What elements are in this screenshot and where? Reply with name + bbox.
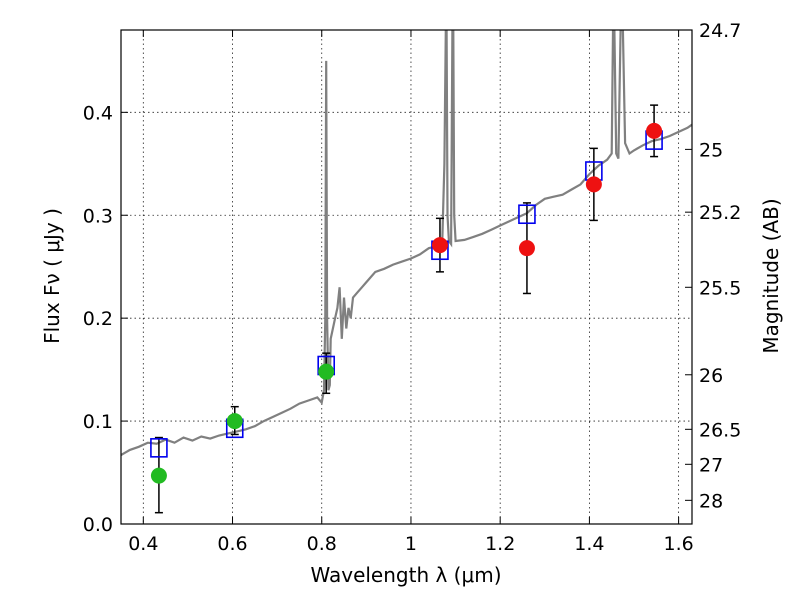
x-tick-label: 0.6 bbox=[217, 533, 247, 555]
y-tick-label: 0.2 bbox=[83, 308, 113, 330]
x-tick-label: 0.4 bbox=[128, 533, 158, 555]
y-tick-label: 0.3 bbox=[83, 205, 113, 227]
y2-axis-title: Magnitude (AB) bbox=[759, 198, 783, 353]
x-tick-label: 1.4 bbox=[574, 533, 604, 555]
x-tick-label: 0.8 bbox=[307, 533, 337, 555]
observed-point-red bbox=[431, 237, 448, 254]
observed-point-green bbox=[150, 467, 167, 484]
model-spectrum bbox=[121, 30, 692, 456]
observed-points bbox=[150, 122, 663, 484]
y2-tick-label: 28 bbox=[699, 490, 723, 512]
y2-tick-label: 26 bbox=[699, 365, 723, 387]
grid-lines bbox=[121, 30, 692, 525]
error-bars bbox=[154, 104, 659, 514]
y2-tick-label: 25 bbox=[699, 139, 723, 161]
axis-ticks: 0.4 0.6 0.8 1 1.2 1.4 1.6 0.0 0.1 0.2 0.3 0.4 24.7 25… bbox=[83, 20, 742, 555]
y-tick-label: 0.1 bbox=[83, 411, 113, 433]
plot-frame bbox=[120, 29, 693, 525]
y-axis-title: Flux Fν ( μJy ) bbox=[40, 208, 64, 344]
x-tick-label: 1.2 bbox=[485, 533, 515, 555]
observed-point-red bbox=[646, 122, 663, 139]
x-tick-label: 1.6 bbox=[664, 533, 694, 555]
y-tick-label: 0.0 bbox=[83, 514, 113, 536]
y2-tick-label: 25.5 bbox=[699, 277, 741, 299]
model-spectrum-line bbox=[121, 30, 692, 456]
y2-tick-label: 27 bbox=[699, 454, 723, 476]
observed-point-red bbox=[518, 240, 535, 257]
observed-point-red bbox=[585, 176, 602, 193]
model-photometry-square bbox=[150, 438, 168, 458]
observed-point-green bbox=[318, 363, 335, 380]
model-photometry-square bbox=[518, 204, 536, 225]
x-tick-label: 1 bbox=[405, 533, 417, 555]
y2-tick-label: 25.2 bbox=[699, 202, 741, 224]
y-tick-label: 0.4 bbox=[83, 102, 113, 124]
observed-point-green bbox=[226, 413, 243, 430]
x-axis-title: Wavelength λ (μm) bbox=[310, 563, 501, 587]
model-photometry-markers bbox=[150, 130, 663, 458]
y2-tick-label: 26.5 bbox=[699, 419, 741, 441]
y2-tick-label: 24.7 bbox=[699, 20, 741, 42]
